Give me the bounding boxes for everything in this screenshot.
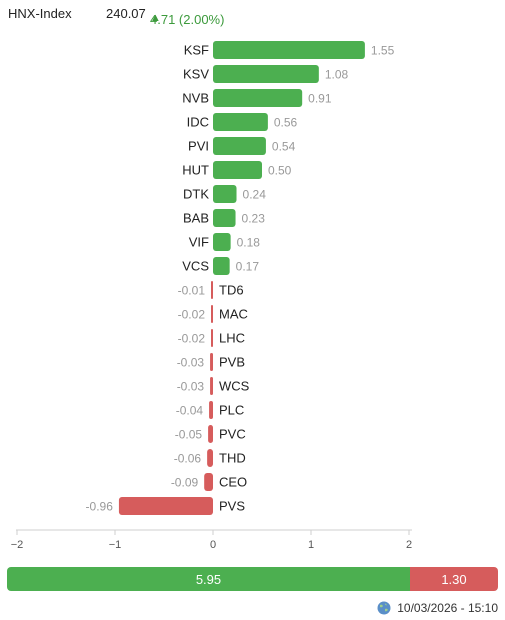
summary-positive-label: 5.95 xyxy=(195,571,222,587)
summary-negative-segment: 1.30 xyxy=(409,567,498,591)
category-label-wcs: WCS xyxy=(219,379,250,394)
bar-td6 xyxy=(211,281,213,299)
category-label-nvb: NVB xyxy=(182,91,209,106)
category-label-mac: MAC xyxy=(219,307,248,322)
bar-hut xyxy=(213,161,262,179)
value-label-pvc: -0.05 xyxy=(175,428,203,442)
value-label-nvb: 0.91 xyxy=(308,92,332,106)
bar-idc xyxy=(213,113,268,131)
bar-ksv xyxy=(213,65,319,83)
category-label-vcs: VCS xyxy=(182,259,209,274)
x-tick-label: 1 xyxy=(308,539,314,551)
value-label-pvi: 0.54 xyxy=(272,140,296,154)
category-label-pvs: PVS xyxy=(219,499,245,514)
category-label-hut: HUT xyxy=(182,163,209,178)
bar-plc xyxy=(209,401,213,419)
bar-vif xyxy=(213,233,231,251)
value-label-pvb: -0.03 xyxy=(177,356,205,370)
timestamp-row: 10/03/2026 - 15:10 xyxy=(377,601,498,615)
category-label-td6: TD6 xyxy=(219,283,244,298)
value-label-wcs: -0.03 xyxy=(177,380,205,394)
value-label-thd: -0.06 xyxy=(174,452,202,466)
value-label-plc: -0.04 xyxy=(176,404,204,418)
bar-mac xyxy=(211,305,213,323)
bar-nvb xyxy=(213,89,303,107)
value-label-ceo: -0.09 xyxy=(171,476,199,490)
summary-negative-label: 1.30 xyxy=(441,571,467,587)
bar-vcs xyxy=(213,257,230,275)
value-label-dtk: 0.24 xyxy=(243,188,267,202)
x-tick-label: −1 xyxy=(109,539,122,551)
value-label-mac: -0.02 xyxy=(178,308,206,322)
x-tick-label: 2 xyxy=(406,539,412,551)
category-label-ksf: KSF xyxy=(184,43,209,58)
bar-chart: KSF 1.55 KSV 1.08 NVB 0.91 IDC 0.56 PVI 0.54 HUT 0.… xyxy=(11,41,412,551)
category-label-pvi: PVI xyxy=(188,139,209,154)
bar-wcs xyxy=(210,377,213,395)
value-label-td6: -0.01 xyxy=(178,284,206,298)
value-label-bab: 0.23 xyxy=(242,212,266,226)
bar-dtk xyxy=(213,185,237,203)
value-label-vcs: 0.17 xyxy=(236,260,260,274)
category-label-dtk: DTK xyxy=(183,187,209,202)
up-triangle-icon: ▲ xyxy=(150,12,161,24)
category-label-idc: IDC xyxy=(187,115,209,130)
timestamp: 10/03/2026 - 15:10 xyxy=(397,601,498,615)
category-label-vif: VIF xyxy=(189,235,209,250)
category-label-thd: THD xyxy=(219,451,246,466)
bar-thd xyxy=(207,449,213,467)
category-label-pvc: PVC xyxy=(219,427,246,442)
bar-bab xyxy=(213,209,236,227)
value-label-ksf: 1.55 xyxy=(371,44,395,58)
index-change-text: 4.71 (2.00%) xyxy=(150,12,225,27)
category-label-bab: BAB xyxy=(183,211,209,226)
summary-positive-segment: 5.95 xyxy=(7,567,410,591)
value-label-idc: 0.56 xyxy=(274,116,298,130)
bar-pvc xyxy=(208,425,213,443)
x-tick-label: −2 xyxy=(11,539,24,551)
x-tick-label: 0 xyxy=(210,539,216,551)
value-label-hut: 0.50 xyxy=(268,164,292,178)
value-label-pvs: -0.96 xyxy=(86,500,114,514)
bar-lhc xyxy=(211,329,213,347)
category-label-ksv: KSV xyxy=(183,67,209,82)
value-label-lhc: -0.02 xyxy=(178,332,206,346)
summary-bar: 5.95 1.30 xyxy=(7,567,498,591)
bar-ksf xyxy=(213,41,365,59)
chart-header: HNX-Index 240.07 ▲ 4.71 (2.00%) xyxy=(0,0,505,30)
bar-pvi xyxy=(213,137,266,155)
index-name: HNX-Index xyxy=(8,6,72,21)
value-label-ksv: 1.08 xyxy=(325,68,349,82)
bar-ceo xyxy=(204,473,213,491)
category-label-lhc: LHC xyxy=(219,331,245,346)
bar-pvs xyxy=(118,497,213,515)
value-label-vif: 0.18 xyxy=(237,236,261,250)
bar-pvb xyxy=(210,353,213,371)
category-label-ceo: CEO xyxy=(219,475,247,490)
category-label-plc: PLC xyxy=(219,403,244,418)
category-label-pvb: PVB xyxy=(219,355,245,370)
globe-icon xyxy=(377,601,391,615)
index-value: 240.07 xyxy=(106,6,146,21)
